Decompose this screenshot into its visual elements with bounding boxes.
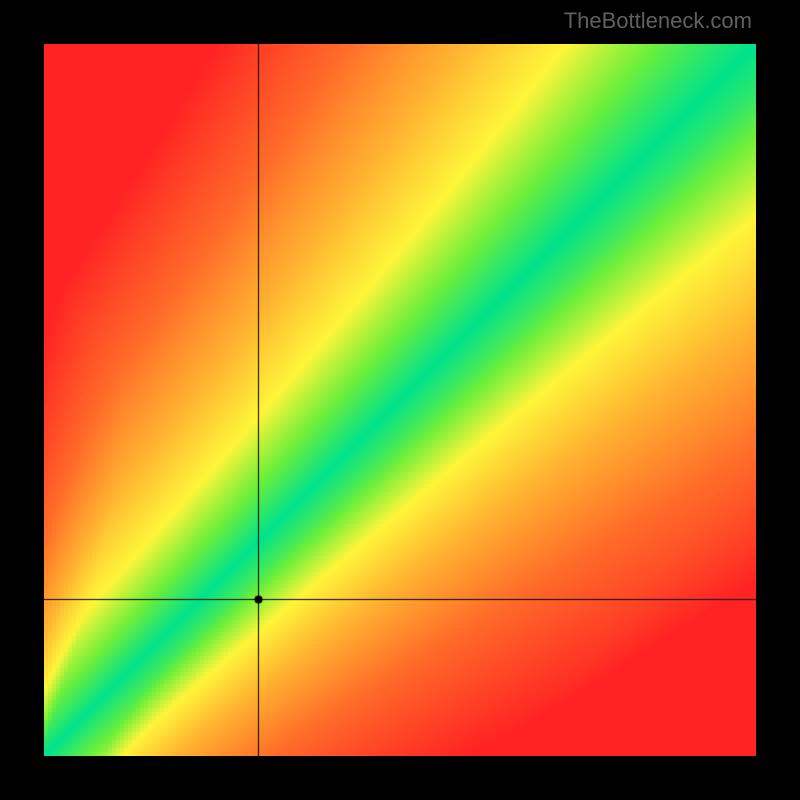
watermark-text: TheBottleneck.com bbox=[564, 8, 752, 34]
heatmap-plot bbox=[44, 44, 756, 756]
heatmap-canvas bbox=[44, 44, 756, 756]
